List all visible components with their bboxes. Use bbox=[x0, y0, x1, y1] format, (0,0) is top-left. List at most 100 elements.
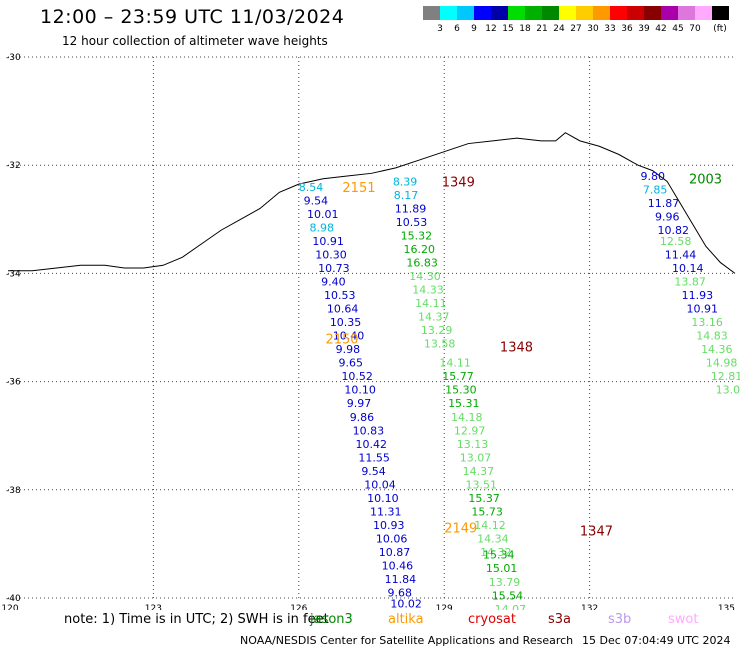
wave-height-point: 9.65 bbox=[339, 357, 364, 370]
wave-height-point: 13.07 bbox=[460, 451, 492, 464]
wave-height-point: 11.87 bbox=[648, 197, 680, 210]
legend-swatch bbox=[559, 6, 576, 20]
wave-height-point: 14.11 bbox=[439, 357, 471, 370]
wave-height-point: 10.40 bbox=[333, 330, 365, 343]
wave-height-point: 13.13 bbox=[457, 438, 489, 451]
chart-title: 12:00 – 23:59 UTC 11/03/2024 bbox=[40, 6, 345, 28]
coastline bbox=[8, 132, 736, 274]
wave-height-point: 9.80 bbox=[640, 170, 665, 183]
wave-height-point: 12.81 bbox=[711, 370, 740, 383]
legend-label: 9 bbox=[471, 24, 477, 34]
legend-swatch bbox=[593, 6, 610, 20]
wave-height-point: 10.87 bbox=[379, 546, 411, 559]
y-tick-label: -30 bbox=[6, 53, 21, 63]
wave-height-point: 10.93 bbox=[373, 519, 405, 532]
wave-height-point: 10.83 bbox=[353, 424, 385, 437]
legend-swatch bbox=[491, 6, 508, 20]
legend-label: 12 bbox=[485, 24, 497, 34]
legend-swatch bbox=[457, 6, 474, 20]
wave-height-point: 10.10 bbox=[367, 492, 399, 505]
wave-height-point: 14.07 bbox=[495, 603, 527, 610]
wave-height-point: 14.37 bbox=[418, 311, 450, 324]
wave-height-point: 10.04 bbox=[364, 478, 396, 491]
coastline-segment-1 bbox=[8, 183, 299, 272]
wave-height-point: 13.29 bbox=[421, 324, 453, 337]
wave-height-point: 10.42 bbox=[356, 438, 388, 451]
wave-height-point: 10.64 bbox=[327, 303, 359, 316]
wave-height-map: 120 123 126 129 132 135 -30 -32 -34 -36 -38 -40 8.5… bbox=[1, 53, 740, 610]
wave-height-point: 10.53 bbox=[324, 289, 356, 302]
legend-swatch bbox=[712, 6, 729, 20]
x-tick-label: 120 bbox=[1, 604, 18, 610]
wave-height-point: 8.39 bbox=[393, 175, 418, 188]
wave-height-point: 13.79 bbox=[489, 576, 520, 589]
pass-label: 2151 bbox=[342, 181, 375, 196]
legend-swatch bbox=[576, 6, 593, 20]
pass-label: 2150 bbox=[325, 332, 358, 347]
wave-height-point: 9.54 bbox=[361, 465, 386, 478]
wave-height-point: 9.98 bbox=[336, 343, 361, 356]
legend-label: 70 bbox=[689, 24, 701, 34]
wave-height-labels: 8.549.5410.018.9810.9110.3010.739.4010.5… bbox=[299, 170, 740, 610]
pass-label: 2003 bbox=[689, 173, 722, 188]
legend-swatch bbox=[525, 6, 542, 20]
wave-height-point: 9.96 bbox=[655, 211, 680, 224]
legend-unit: (ft) bbox=[713, 24, 727, 34]
wave-height-point: 14.37 bbox=[463, 465, 495, 478]
pass-labels: 2151 1349 2003 2150 1348 2149 1347 bbox=[325, 173, 722, 540]
wave-height-point: 10.82 bbox=[657, 224, 689, 237]
pass-label: 2149 bbox=[444, 522, 477, 537]
wave-height-point: 16.83 bbox=[406, 257, 438, 270]
satellite-swot: swot bbox=[668, 612, 699, 627]
legend-swatch bbox=[440, 6, 457, 20]
wave-height-point: 10.10 bbox=[344, 384, 376, 397]
satellite-jason3: jason3 bbox=[310, 612, 353, 627]
satellite-altika: altika bbox=[388, 612, 424, 627]
wave-height-point: 13.58 bbox=[424, 338, 456, 351]
legend-label: 15 bbox=[502, 24, 514, 34]
x-tick-label: 135 bbox=[718, 604, 735, 610]
y-tick-label: -40 bbox=[6, 594, 21, 604]
wave-height-point: 14.18 bbox=[451, 411, 483, 424]
wave-height-point: 10.06 bbox=[376, 532, 408, 545]
satellite-s3b: s3b bbox=[608, 612, 632, 627]
legend-label: 6 bbox=[454, 24, 460, 34]
wave-height-point: 13.51 bbox=[466, 478, 498, 491]
legend-label: 45 bbox=[672, 24, 684, 34]
legend-swatch bbox=[474, 6, 491, 20]
legend-swatch bbox=[678, 6, 695, 20]
wave-height-point: 11.31 bbox=[370, 505, 402, 518]
legend-label: 36 bbox=[621, 24, 633, 34]
wave-height-point: 10.91 bbox=[687, 303, 719, 316]
wave-height-point: 10.52 bbox=[341, 370, 373, 383]
wave-height-point: 14.36 bbox=[701, 343, 733, 356]
legend-label: 24 bbox=[553, 24, 565, 34]
legend-label: 30 bbox=[587, 24, 599, 34]
wave-height-point: 12.58 bbox=[660, 235, 692, 248]
wave-height-point: 9.40 bbox=[321, 276, 346, 289]
wave-height-point: 10.91 bbox=[312, 235, 344, 248]
pass-label: 1348 bbox=[500, 340, 533, 355]
wave-height-point: 9.97 bbox=[347, 397, 372, 410]
wave-height-point: 9.86 bbox=[350, 411, 375, 424]
chart-subtitle: 12 hour collection of altimeter wave hei… bbox=[62, 34, 328, 48]
wave-height-point: 15.31 bbox=[448, 397, 480, 410]
wave-height-point: 14.12 bbox=[474, 519, 506, 532]
wave-height-point: 8.17 bbox=[394, 189, 419, 202]
x-tick-label: 123 bbox=[145, 604, 162, 610]
wave-height-point: 10.35 bbox=[330, 316, 362, 329]
wave-height-point: 11.84 bbox=[385, 573, 417, 586]
legend-label: 3 bbox=[437, 24, 443, 34]
y-tick-label: -32 bbox=[6, 161, 21, 171]
legend-swatch bbox=[542, 6, 559, 20]
y-tick-label: -34 bbox=[6, 269, 21, 279]
x-tick-label: 132 bbox=[581, 604, 598, 610]
wave-height-point: 13.87 bbox=[674, 276, 706, 289]
wave-height-point: 10.14 bbox=[672, 262, 704, 275]
wave-height-point: 10.01 bbox=[307, 208, 339, 221]
legend-label: 27 bbox=[570, 24, 582, 34]
wave-height-point: 10.02 bbox=[390, 597, 422, 610]
wave-height-point: 14.11 bbox=[415, 297, 447, 310]
wave-height-point: 8.98 bbox=[309, 221, 334, 234]
coastline-segment-2 bbox=[298, 132, 736, 274]
